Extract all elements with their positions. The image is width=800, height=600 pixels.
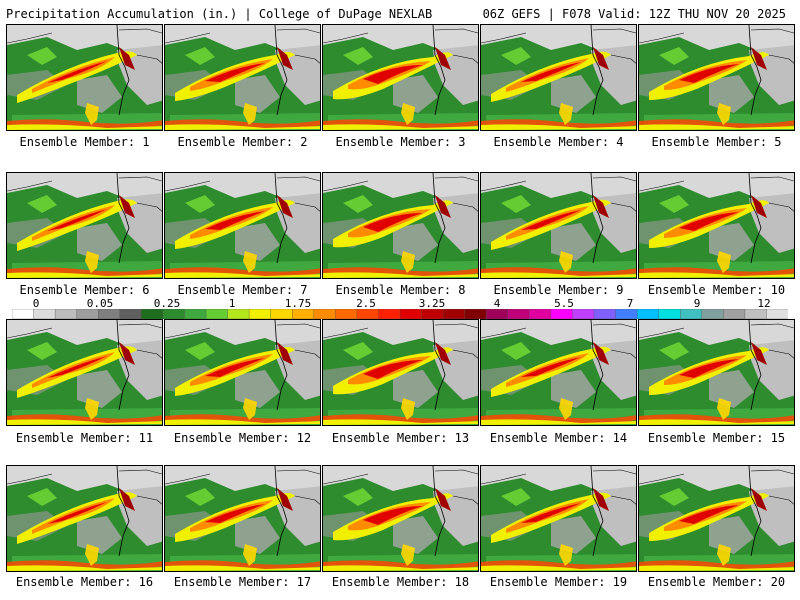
page-title: Precipitation Accumulation (in.) | Colle… (6, 7, 433, 21)
color-scale-swatch (98, 309, 121, 319)
ensemble-member-label: Ensemble Member: 15 (647, 431, 786, 445)
color-scale-swatch (141, 309, 164, 319)
ensemble-member-label: Ensemble Member: 3 (335, 135, 466, 149)
color-scale-tick: 1 (228, 297, 236, 310)
ensemble-member-label: Ensemble Member: 1 (19, 135, 150, 149)
color-scale-swatch (227, 309, 250, 319)
color-scale-swatch (33, 309, 56, 319)
ensemble-map-panel (480, 172, 637, 279)
ensemble-map-panel (164, 319, 321, 426)
color-scale-swatch (550, 309, 574, 319)
run-info: 06Z GEFS | F078 Valid: 12Z THU NOV 20 20… (482, 7, 786, 21)
ensemble-map-panel (638, 24, 795, 131)
ensemble-member-label: Ensemble Member: 17 (173, 575, 312, 589)
color-scale-tick: 7 (626, 297, 634, 310)
color-scale-swatch (76, 309, 99, 319)
ensemble-map-panel (322, 319, 479, 426)
color-scale-swatch (486, 309, 509, 319)
ensemble-map-panel (6, 172, 163, 279)
color-scale-swatch (744, 309, 768, 319)
color-scale-tick: 3.25 (418, 297, 446, 310)
ensemble-member-label: Ensemble Member: 13 (331, 431, 470, 445)
ensemble-map-panel (322, 465, 479, 572)
ensemble-map-panel (6, 319, 163, 426)
ensemble-member-label: Ensemble Member: 7 (177, 283, 308, 297)
color-scale-swatch (680, 309, 703, 319)
color-scale-swatch (12, 309, 35, 319)
color-scale-swatch (464, 309, 487, 319)
color-scale-tick: 4 (493, 297, 501, 310)
ensemble-map-panel (322, 24, 479, 131)
color-scale-bar (12, 309, 788, 319)
color-scale-tick: 0 (32, 297, 40, 310)
color-scale-swatch (529, 309, 552, 319)
color-scale-swatch (270, 309, 293, 319)
color-scale-swatch (248, 309, 272, 319)
color-scale-swatch (184, 309, 207, 319)
ensemble-member-label: Ensemble Member: 16 (15, 575, 154, 589)
color-scale-swatch (421, 309, 444, 319)
color-scale-swatch (766, 309, 788, 319)
color-scale-swatch (205, 309, 229, 319)
color-scale-swatch (335, 309, 358, 319)
color-scale-swatch (615, 309, 638, 319)
color-scale-tick: 5.5 (554, 297, 574, 310)
ensemble-member-label: Ensemble Member: 9 (493, 283, 624, 297)
ensemble-member-label: Ensemble Member: 18 (331, 575, 470, 589)
color-scale-swatch (54, 309, 78, 319)
color-scale-tick: 0.05 (86, 297, 114, 310)
ensemble-map-panel (480, 24, 637, 131)
ensemble-map-panel (6, 24, 163, 131)
color-scale-swatch (162, 309, 186, 319)
color-scale-swatch (658, 309, 681, 319)
color-scale-swatch (292, 309, 315, 319)
ensemble-map-panel (164, 24, 321, 131)
color-scale-swatch (723, 309, 746, 319)
color-scale-swatch (313, 309, 337, 319)
ensemble-member-label: Ensemble Member: 5 (651, 135, 782, 149)
color-scale-swatch (572, 309, 595, 319)
color-scale-swatch (399, 309, 423, 319)
ensemble-map-panel (164, 172, 321, 279)
color-scale-swatch (636, 309, 660, 319)
color-scale-swatch (378, 309, 401, 319)
color-scale-swatch (356, 309, 380, 319)
ensemble-member-label: Ensemble Member: 12 (173, 431, 312, 445)
ensemble-map-panel (638, 319, 795, 426)
color-scale-swatch (593, 309, 617, 319)
color-scale-tick: 0.25 (153, 297, 181, 310)
ensemble-member-label: Ensemble Member: 14 (489, 431, 628, 445)
ensemble-map-panel (6, 465, 163, 572)
ensemble-member-label: Ensemble Member: 4 (493, 135, 624, 149)
color-scale-swatch (507, 309, 531, 319)
ensemble-member-label: Ensemble Member: 19 (489, 575, 628, 589)
ensemble-map-panel (480, 319, 637, 426)
color-scale-tick: 2.5 (356, 297, 376, 310)
ensemble-map-panel (638, 465, 795, 572)
ensemble-member-label: Ensemble Member: 10 (647, 283, 786, 297)
color-scale-swatch (701, 309, 725, 319)
ensemble-member-label: Ensemble Member: 2 (177, 135, 308, 149)
color-scale-swatch (442, 309, 466, 319)
ensemble-member-label: Ensemble Member: 6 (19, 283, 150, 297)
ensemble-map-panel (480, 465, 637, 572)
ensemble-map-panel (322, 172, 479, 279)
color-scale-tick: 1.75 (284, 297, 312, 310)
ensemble-member-label: Ensemble Member: 11 (15, 431, 154, 445)
ensemble-map-panel (638, 172, 795, 279)
ensemble-map-panel (164, 465, 321, 572)
ensemble-member-label: Ensemble Member: 20 (647, 575, 786, 589)
color-scale-swatch (119, 309, 143, 319)
ensemble-member-label: Ensemble Member: 8 (335, 283, 466, 297)
color-scale-tick: 12 (757, 297, 771, 310)
color-scale-tick: 9 (693, 297, 701, 310)
